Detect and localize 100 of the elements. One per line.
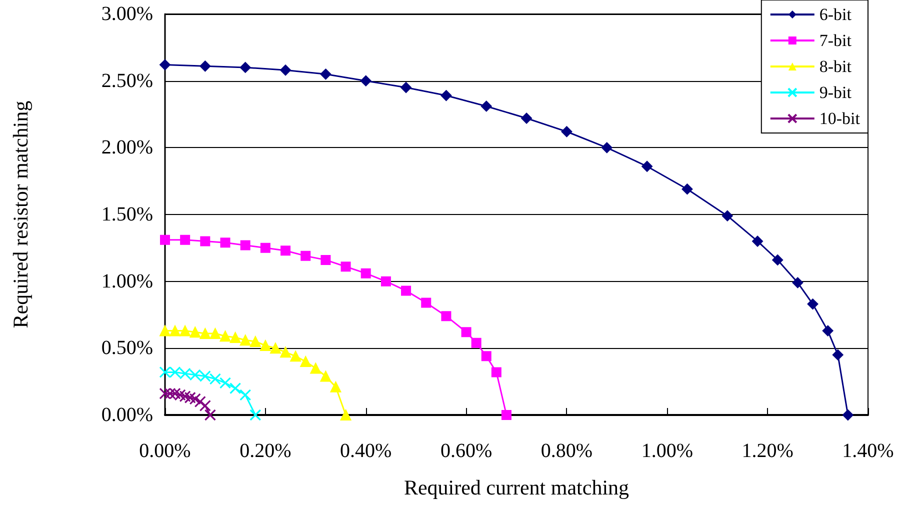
point xyxy=(561,126,572,138)
point xyxy=(421,298,432,308)
point xyxy=(179,390,191,402)
point xyxy=(220,238,230,248)
point xyxy=(722,210,733,222)
point xyxy=(290,350,302,362)
point xyxy=(340,262,351,272)
point xyxy=(320,370,332,382)
point xyxy=(184,392,196,404)
point xyxy=(220,330,231,342)
x-tick-label: 0.60% xyxy=(440,440,492,462)
x-tick-label: 1.40% xyxy=(842,440,894,462)
point xyxy=(842,410,854,420)
point xyxy=(160,234,170,245)
legend-label: 7-bit xyxy=(819,31,852,50)
point xyxy=(250,336,261,347)
point xyxy=(280,246,291,256)
point xyxy=(240,240,250,250)
point xyxy=(270,342,281,354)
point xyxy=(360,268,371,278)
point xyxy=(230,332,241,343)
point xyxy=(159,366,171,378)
y-tick-label: 1.50% xyxy=(101,204,153,226)
point xyxy=(380,276,391,286)
point xyxy=(807,298,818,310)
x-axis-title: Required current matching xyxy=(404,476,630,500)
point xyxy=(160,325,170,336)
y-tick-label: 0.50% xyxy=(101,337,153,360)
point xyxy=(471,338,482,348)
point xyxy=(170,325,181,336)
point xyxy=(300,250,311,261)
point xyxy=(180,325,191,336)
point xyxy=(160,59,170,70)
point xyxy=(501,410,512,420)
legend-label: 8-bit xyxy=(819,57,852,76)
point xyxy=(204,409,216,421)
point xyxy=(240,389,252,401)
point xyxy=(189,393,201,405)
point xyxy=(832,349,844,360)
x-tick-label: 0.80% xyxy=(540,440,593,462)
point xyxy=(330,381,342,392)
point xyxy=(190,326,201,338)
point xyxy=(240,334,251,346)
point xyxy=(200,236,210,246)
point xyxy=(240,62,251,73)
point xyxy=(461,327,472,338)
legend-label: 6-bit xyxy=(819,5,852,24)
point xyxy=(491,367,502,378)
point xyxy=(280,64,292,76)
x-tick-label: 0.00% xyxy=(139,440,191,462)
point xyxy=(260,340,271,351)
point xyxy=(169,366,181,378)
y-tick-label: 1.00% xyxy=(101,270,153,292)
point xyxy=(169,388,181,400)
point xyxy=(210,328,221,339)
x-tick-label: 0.20% xyxy=(240,440,292,462)
point xyxy=(320,68,332,80)
y-tick-label: 2.50% xyxy=(101,70,153,92)
point xyxy=(822,325,834,336)
y-tick-label: 3.00% xyxy=(101,3,153,25)
point xyxy=(199,400,211,412)
point xyxy=(159,388,171,400)
point xyxy=(280,346,292,358)
point xyxy=(200,328,211,339)
point xyxy=(682,184,693,195)
point xyxy=(174,389,186,401)
x-tick-label: 0.40% xyxy=(340,440,392,462)
y-axis-title: Required resistor matching xyxy=(8,100,32,328)
point xyxy=(200,60,211,72)
point xyxy=(772,254,784,266)
point xyxy=(400,82,412,94)
point xyxy=(480,100,492,112)
point xyxy=(230,382,242,394)
point xyxy=(164,388,176,400)
point xyxy=(481,351,492,362)
point xyxy=(401,286,412,296)
legend-label: 10-bit xyxy=(819,109,860,128)
point xyxy=(340,410,352,420)
point xyxy=(179,368,191,380)
point xyxy=(180,234,190,245)
point xyxy=(194,396,206,408)
x-tick-label: 1.20% xyxy=(742,440,794,462)
point xyxy=(360,75,372,86)
point xyxy=(310,362,322,374)
point xyxy=(199,370,211,382)
point xyxy=(260,242,270,253)
legend-label: 9-bit xyxy=(819,83,852,102)
point xyxy=(440,90,452,102)
point xyxy=(752,236,764,247)
point xyxy=(521,112,532,124)
point xyxy=(601,142,612,154)
point xyxy=(300,356,312,368)
x-tick-label: 1.00% xyxy=(641,440,693,462)
point xyxy=(189,369,201,381)
y-tick-label: 2.00% xyxy=(101,136,153,159)
y-tick-label: 0.00% xyxy=(101,404,153,426)
point xyxy=(250,409,262,421)
point xyxy=(320,254,331,265)
point xyxy=(441,311,452,322)
point xyxy=(642,160,653,172)
